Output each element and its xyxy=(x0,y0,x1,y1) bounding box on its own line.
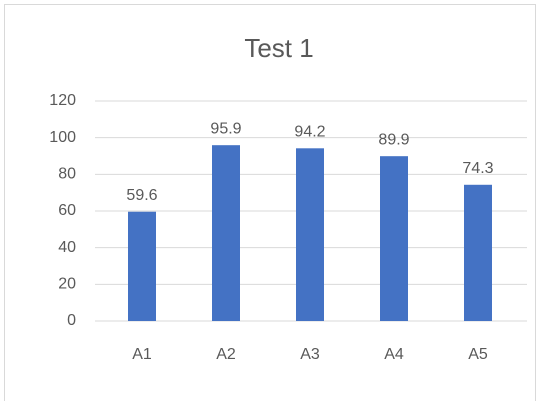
x-tick-label: A3 xyxy=(300,346,320,363)
x-tick-label: A2 xyxy=(216,346,236,363)
bar xyxy=(212,145,240,321)
y-tick-label: 60 xyxy=(58,202,76,219)
bar xyxy=(464,184,492,321)
x-tick-label: A1 xyxy=(132,346,152,363)
data-label: 95.9 xyxy=(210,120,241,137)
y-tick-label: 20 xyxy=(58,276,76,293)
data-label: 59.6 xyxy=(126,187,157,204)
x-tick-label: A5 xyxy=(468,346,488,363)
bar xyxy=(380,156,408,321)
bar xyxy=(128,211,156,321)
data-label: 94.2 xyxy=(294,124,325,141)
data-label: 74.3 xyxy=(462,160,493,177)
chart-title: Test 1 xyxy=(244,33,313,63)
y-tick-label: 0 xyxy=(67,312,76,329)
data-label: 89.9 xyxy=(378,131,409,148)
x-tick-label: A4 xyxy=(384,346,404,363)
y-tick-label: 120 xyxy=(49,92,76,109)
y-tick-label: 40 xyxy=(58,239,76,256)
bar xyxy=(296,148,324,321)
y-tick-label: 80 xyxy=(58,166,76,183)
chart-frame xyxy=(4,4,536,401)
y-tick-label: 100 xyxy=(49,129,76,146)
